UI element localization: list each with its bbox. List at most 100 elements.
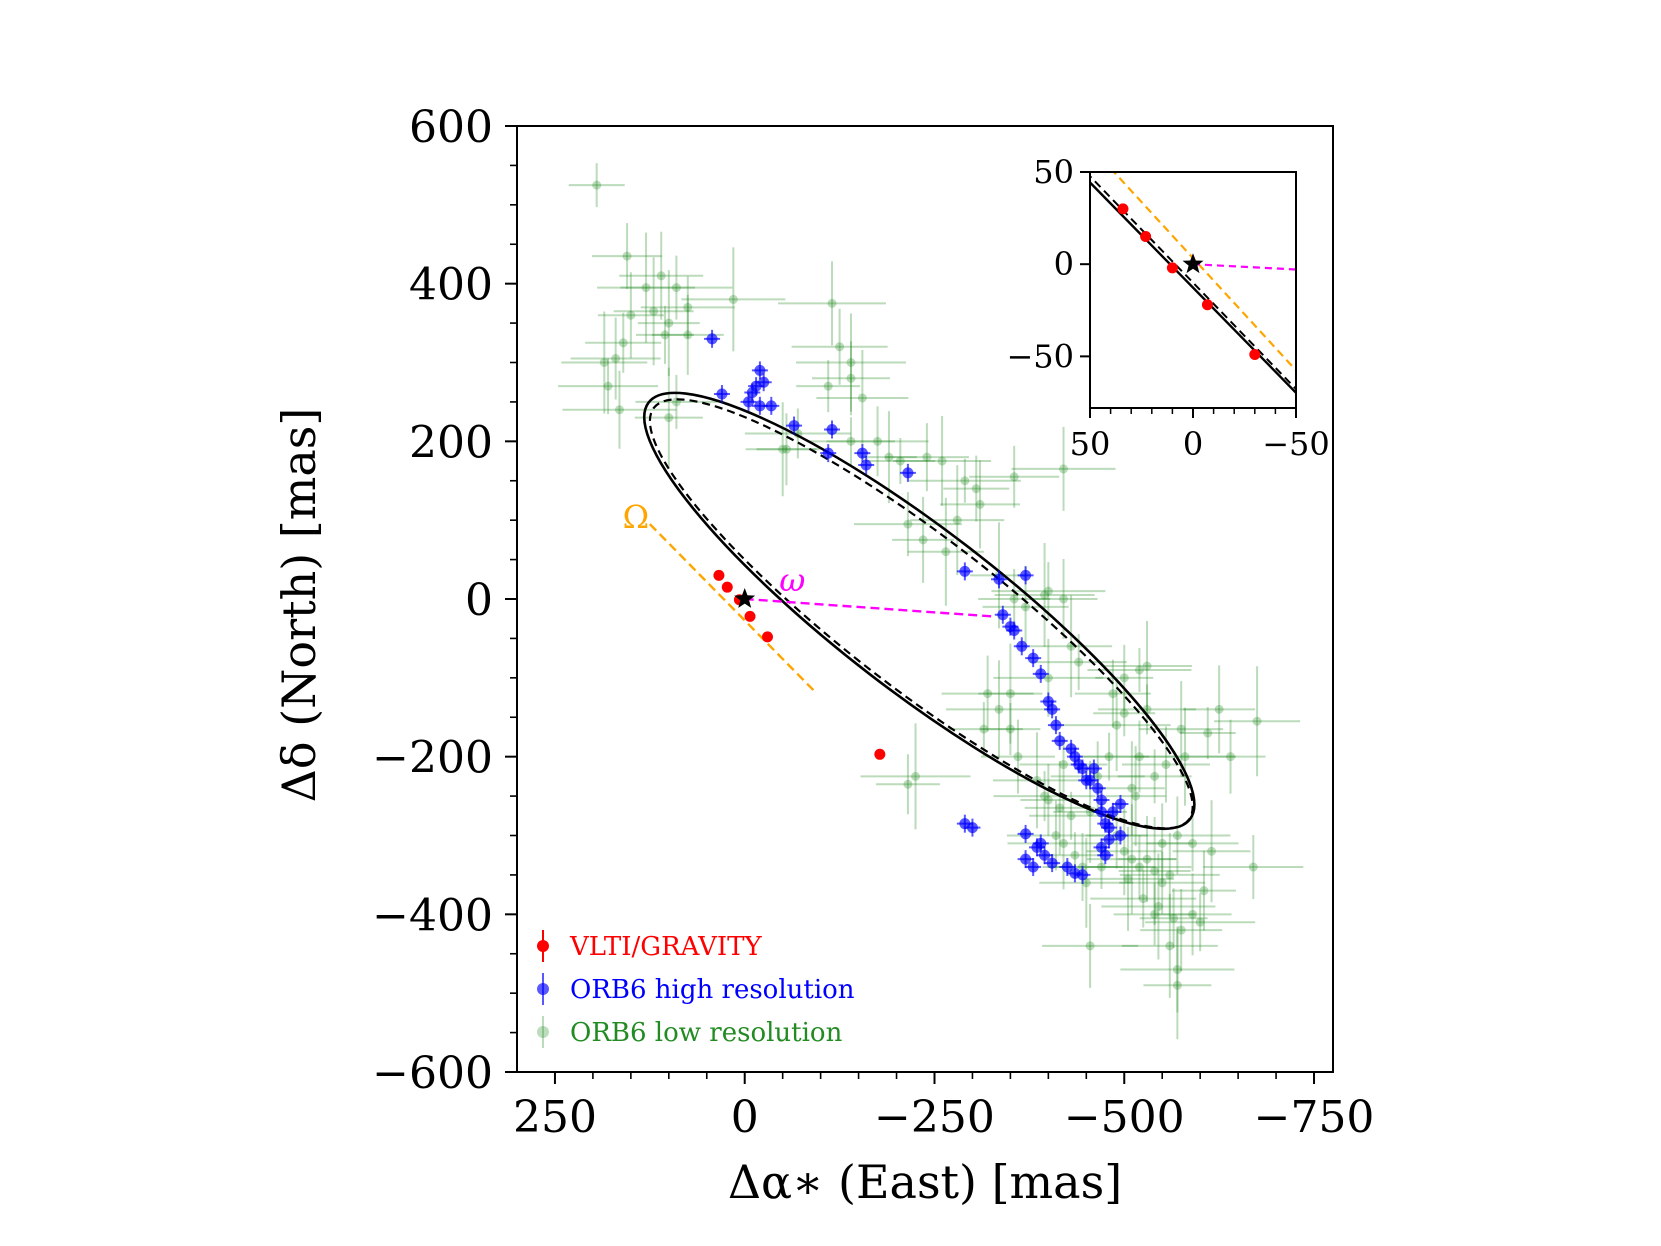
orb6-low-point (1040, 791, 1050, 801)
orb6-low-point (846, 358, 856, 367)
line-of-nodes (648, 523, 818, 695)
orb6-low-point (1119, 846, 1129, 856)
main-axes: 250 0 −250 −500 −750 600 400 200 0 −200 … (272, 102, 1374, 1209)
orb6-high-point (902, 467, 914, 479)
y-tick-label: 600 (409, 102, 493, 153)
orb6-high-point (1035, 837, 1047, 849)
orb6-low-point (603, 381, 613, 391)
orb6-low-point (1131, 791, 1141, 801)
legend-item-gravity: VLTI/GRAVITY (537, 930, 763, 962)
orb6-high-point (1077, 869, 1089, 881)
orb6-low-point (1165, 870, 1175, 880)
orb6-high-point (1114, 830, 1126, 841)
inset-axes: 50 0 −50 50 0 −50 (1006, 153, 1329, 463)
orb6-low-point (1203, 728, 1213, 738)
orb6-high-point (1027, 652, 1039, 664)
orb6-low-point (1119, 708, 1129, 718)
orb6-low-point (1127, 854, 1137, 864)
orb6-low-point (1176, 925, 1186, 935)
orb6-low-point (611, 354, 621, 364)
orb6-low-point (1153, 901, 1163, 911)
orb6-high-point (822, 447, 834, 459)
orb6-high-point (1050, 719, 1062, 731)
inset-primary-star-marker (1182, 253, 1204, 274)
orb6-low-point (1059, 594, 1069, 604)
orb6-high-point (1107, 806, 1119, 818)
orb6-high-point (1084, 774, 1096, 786)
orb6-low-point (979, 724, 989, 734)
orb6-low-point (599, 358, 609, 367)
orb6-low-point (1081, 878, 1091, 888)
legend-marker-gravity (537, 940, 549, 952)
y-tick-label: −400 (372, 890, 493, 941)
orb6-low-point (1150, 909, 1160, 919)
orb6-low-point (857, 393, 867, 403)
x-tick-label: −750 (1254, 1092, 1375, 1143)
orb6-low-point (1055, 803, 1065, 813)
orb6-low-point (1138, 894, 1148, 904)
orb6-low-point (1248, 862, 1258, 872)
orb6-low-point (781, 444, 791, 454)
orb6-low-point (1188, 909, 1198, 919)
inset-y-tick-label: −50 (1006, 337, 1074, 375)
orb6-high-point (966, 822, 978, 834)
orb6-low-point (1207, 846, 1217, 856)
orb6-low-point (1123, 874, 1133, 884)
orb6-high-point (1054, 735, 1066, 747)
orb6-high-point (1103, 822, 1115, 834)
orb6-low-point (1199, 886, 1209, 896)
orb6-low-point (1059, 838, 1069, 848)
orb6-low-point (1009, 594, 1019, 604)
gravity-series (713, 569, 886, 760)
orb6-low-point (1252, 716, 1262, 726)
y-tick-label: −200 (372, 733, 493, 784)
y-axis-label: Δδ (North) [mas] (272, 408, 326, 803)
orb6-low-point (895, 456, 905, 466)
inset-gravity-point (1201, 299, 1213, 311)
inset-primary-star (1182, 253, 1204, 274)
orb6-low-point (1142, 661, 1152, 671)
orb6-low-point (1142, 854, 1152, 864)
orb6-high-point (1016, 640, 1028, 652)
orb6-low-point (1108, 689, 1118, 699)
orb6-low-point (911, 771, 921, 781)
inset-gravity-point (1140, 231, 1152, 243)
x-axis-label: Δα∗ (East) [mas] (728, 1155, 1122, 1209)
orb6-high-point (997, 609, 1009, 621)
x-tick-label: 0 (731, 1092, 759, 1143)
orb6-low-point (1070, 850, 1080, 860)
inset-line-of-nodes (1112, 172, 1296, 372)
orb6-high-resolution-series (704, 329, 1129, 884)
orb6-low-point (1059, 760, 1069, 770)
orb6-low-point (835, 342, 845, 352)
orb6-low-point (614, 405, 624, 415)
orb6-low-point (618, 338, 628, 348)
orb6-high-point (1008, 625, 1020, 637)
orb6-low-point (1043, 795, 1053, 805)
orb6-low-point (1169, 913, 1179, 923)
main-tick-labels: 250 0 −250 −500 −750 600 400 200 0 −200 … (372, 102, 1374, 1143)
orb6-low-point (1005, 689, 1015, 699)
orb6-low-point (592, 180, 602, 190)
orb6-low-point (622, 251, 632, 261)
orb6-high-point (765, 400, 777, 412)
orb6-low-point (1119, 673, 1129, 683)
orb6-high-point (826, 424, 838, 436)
orb6-low-point (922, 452, 932, 462)
orb6-low-point (1134, 752, 1144, 762)
orb6-high-point (856, 447, 868, 459)
orb6-high-point (1103, 833, 1115, 845)
inset-y-tick-label: 50 (1033, 153, 1074, 191)
orb6-low-point (664, 413, 674, 423)
orb6-low-point (1172, 965, 1182, 975)
inset-tick-labels: 50 0 −50 50 0 −50 (1006, 153, 1329, 463)
orb6-high-point (1077, 762, 1089, 774)
orb6-low-point (1188, 838, 1198, 848)
orb6-high-point (1020, 828, 1032, 840)
orb6-high-point (1061, 861, 1073, 873)
gravity-point (744, 610, 756, 622)
orb6-high-point (1088, 762, 1100, 774)
x-tick-label: 250 (513, 1092, 597, 1143)
inset-x-tick-label: −50 (1262, 425, 1330, 463)
x-tick-label: −500 (1064, 1092, 1185, 1143)
